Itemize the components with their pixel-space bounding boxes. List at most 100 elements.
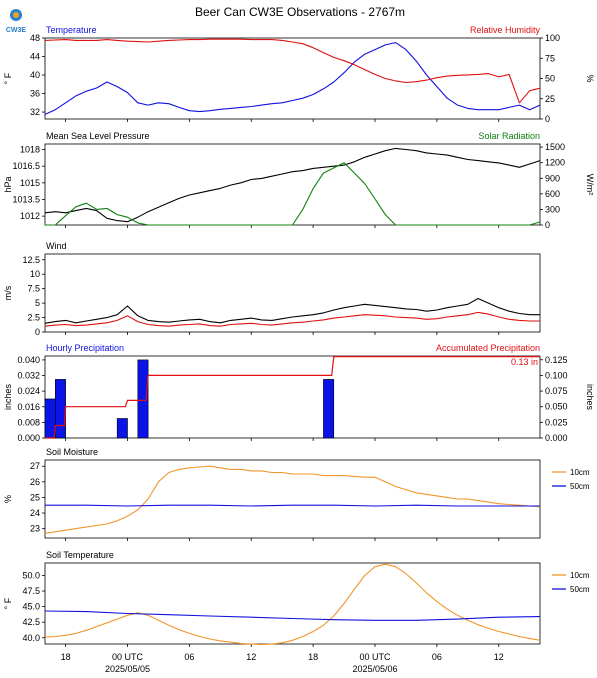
y-tick-label-left: 42.5	[22, 617, 40, 627]
legend-label-0: 10cm	[570, 571, 590, 580]
panel-title-left: Mean Sea Level Pressure	[46, 131, 150, 141]
panel-2: Wind 0 2.5 5 7.5 10 12.5 m/s	[3, 241, 540, 337]
panel-title-right: Relative Humidity	[470, 25, 541, 35]
y-axis-label-left: ° F	[3, 72, 13, 84]
series-line-red	[45, 39, 540, 103]
y-tick-label-left: 23	[30, 524, 40, 534]
y-tick-label-left: 50.0	[22, 570, 40, 580]
y-tick-label-right: 25	[545, 94, 555, 104]
panel-1: Mean Sea Level Pressure Solar Radiation 10…	[3, 131, 595, 230]
y-tick-label-left: 0.040	[17, 355, 40, 365]
y-tick-label-left: 0	[35, 327, 40, 337]
y-tick-label-right: 0	[545, 114, 550, 124]
x-tick-date: 2025/05/05	[105, 664, 150, 674]
y-tick-label-left: 0.032	[17, 371, 40, 381]
precip-bar-4	[323, 379, 333, 438]
y-tick-label-right: 75	[545, 53, 555, 63]
y-tick-label-left: 2.5	[27, 313, 40, 323]
plot-frame	[45, 144, 540, 225]
y-tick-label-left: 48	[30, 33, 40, 43]
y-tick-label-right: 1200	[545, 158, 565, 168]
y-tick-label-right: 0.100	[545, 370, 568, 380]
y-axis-label-right: %	[585, 74, 595, 82]
plot-frame	[45, 254, 540, 332]
cw3e-logo: CW3E	[6, 9, 27, 34]
panel-4: Soil Moisture 23 24 25 26 27% 10cm 50cm	[3, 447, 590, 541]
y-tick-label-left: 1018	[20, 145, 40, 155]
y-tick-label-right: 600	[545, 189, 560, 199]
y-tick-label-right: 1500	[545, 142, 565, 152]
panel-0: Temperature Relative Humidity 32 36 40 44 48 0 2…	[3, 25, 595, 124]
accumulated-total-label: 0.13 in	[511, 357, 538, 367]
x-tick-label: 18	[308, 652, 318, 662]
y-tick-label-left: 40	[30, 70, 40, 80]
y-tick-label-left: 12.5	[22, 255, 40, 265]
y-axis-label-left: ° F	[3, 597, 13, 609]
y-tick-label-right: 0.050	[545, 402, 568, 412]
y-tick-label-left: 26	[30, 477, 40, 487]
y-tick-label-right: 0.000	[545, 433, 568, 443]
y-tick-label-right: 100	[545, 33, 560, 43]
series-line-red	[45, 312, 540, 326]
logo-sun-icon	[13, 12, 19, 18]
y-tick-label-left: 0.024	[17, 386, 40, 396]
y-axis-label-right: inches	[585, 384, 595, 411]
panel-title-right: Accumulated Precipitation	[436, 343, 540, 353]
panel-title-left: Soil Temperature	[46, 550, 114, 560]
y-axis-label-right: W/m²	[585, 174, 595, 196]
y-tick-label-left: 1012	[20, 211, 40, 221]
panel-title-left: Temperature	[46, 25, 97, 35]
legend-label-1: 50cm	[570, 585, 590, 594]
y-tick-label-right: 0.075	[545, 386, 568, 396]
y-tick-label-left: 0.016	[17, 402, 40, 412]
x-tick-label: 06	[432, 652, 442, 662]
x-tick-label: 00 UTC	[112, 652, 144, 662]
y-tick-label-left: 1013.5	[12, 194, 40, 204]
x-tick-label: 18	[61, 652, 71, 662]
y-axis-label-left: hPa	[3, 176, 13, 192]
precip-bar-1	[55, 379, 65, 438]
y-tick-label-left: 0.008	[17, 417, 40, 427]
y-tick-label-left: 10	[30, 269, 40, 279]
x-tick-label: 06	[184, 652, 194, 662]
y-tick-label-left: 44	[30, 52, 40, 62]
logo-text: CW3E	[6, 27, 27, 34]
y-axis-label-left: m/s	[3, 285, 13, 300]
y-tick-label-right: 0	[545, 220, 550, 230]
y-tick-label-left: 7.5	[27, 284, 40, 294]
x-tick-date: 2025/05/06	[352, 664, 397, 674]
x-axis-labels: 18 00 UTC 2025/05/05 06 12 18 00 UTC 2025/05/06…	[61, 652, 504, 674]
x-tick-label: 12	[494, 652, 504, 662]
series-line-50cm	[45, 505, 540, 506]
y-tick-label-right: 0.025	[545, 417, 568, 427]
precip-bar-2	[117, 418, 127, 438]
y-tick-label-right: 900	[545, 173, 560, 183]
precip-bar-0	[45, 399, 55, 438]
series-line-black	[45, 148, 540, 221]
panel-5: Soil Temperature 40.0 42.5 45.0 47.5 50.0 ° F 1…	[3, 550, 590, 647]
y-tick-label-left: 32	[30, 107, 40, 117]
y-tick-label-left: 47.5	[22, 586, 40, 596]
y-tick-label-left: 0.000	[17, 433, 40, 443]
y-axis-label-left: %	[3, 495, 13, 503]
y-tick-label-right: 50	[545, 74, 555, 84]
y-tick-label-left: 1016.5	[12, 161, 40, 171]
panel-title-left: Hourly Precipitation	[46, 343, 124, 353]
y-tick-label-left: 45.0	[22, 602, 40, 612]
y-tick-label-left: 24	[30, 508, 40, 518]
panel-3: Hourly Precipitation Accumulated Precipit…	[3, 343, 595, 443]
figure-title: Beer Can CW3E Observations - 2767m	[195, 5, 405, 19]
y-tick-label-left: 40.0	[22, 633, 40, 643]
y-tick-label-right: 0.125	[545, 355, 568, 365]
panel-title-left: Wind	[46, 241, 67, 251]
y-tick-label-left: 25	[30, 492, 40, 502]
series-line-blue	[45, 43, 540, 115]
panel-title-right: Solar Radiation	[478, 131, 540, 141]
x-tick-label: 12	[246, 652, 256, 662]
series-line-10cm	[45, 466, 540, 533]
y-tick-label-left: 5	[35, 298, 40, 308]
panel-title-left: Soil Moisture	[46, 447, 98, 457]
series-line-10cm	[45, 564, 540, 644]
plot-frame	[45, 38, 540, 119]
